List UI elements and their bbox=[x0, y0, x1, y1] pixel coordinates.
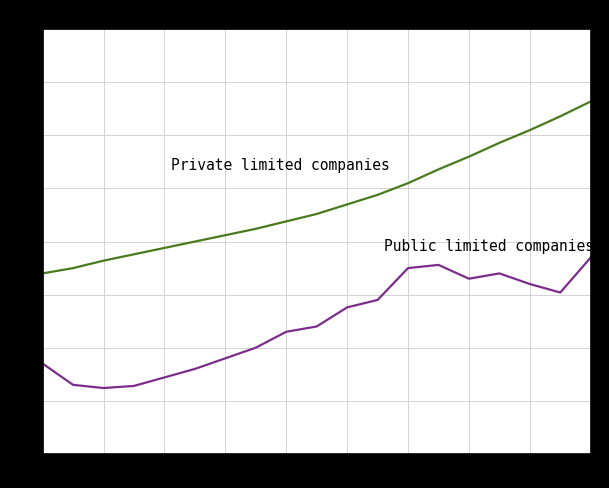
Text: Public limited companies: Public limited companies bbox=[384, 239, 594, 254]
Text: Private limited companies: Private limited companies bbox=[171, 158, 389, 173]
